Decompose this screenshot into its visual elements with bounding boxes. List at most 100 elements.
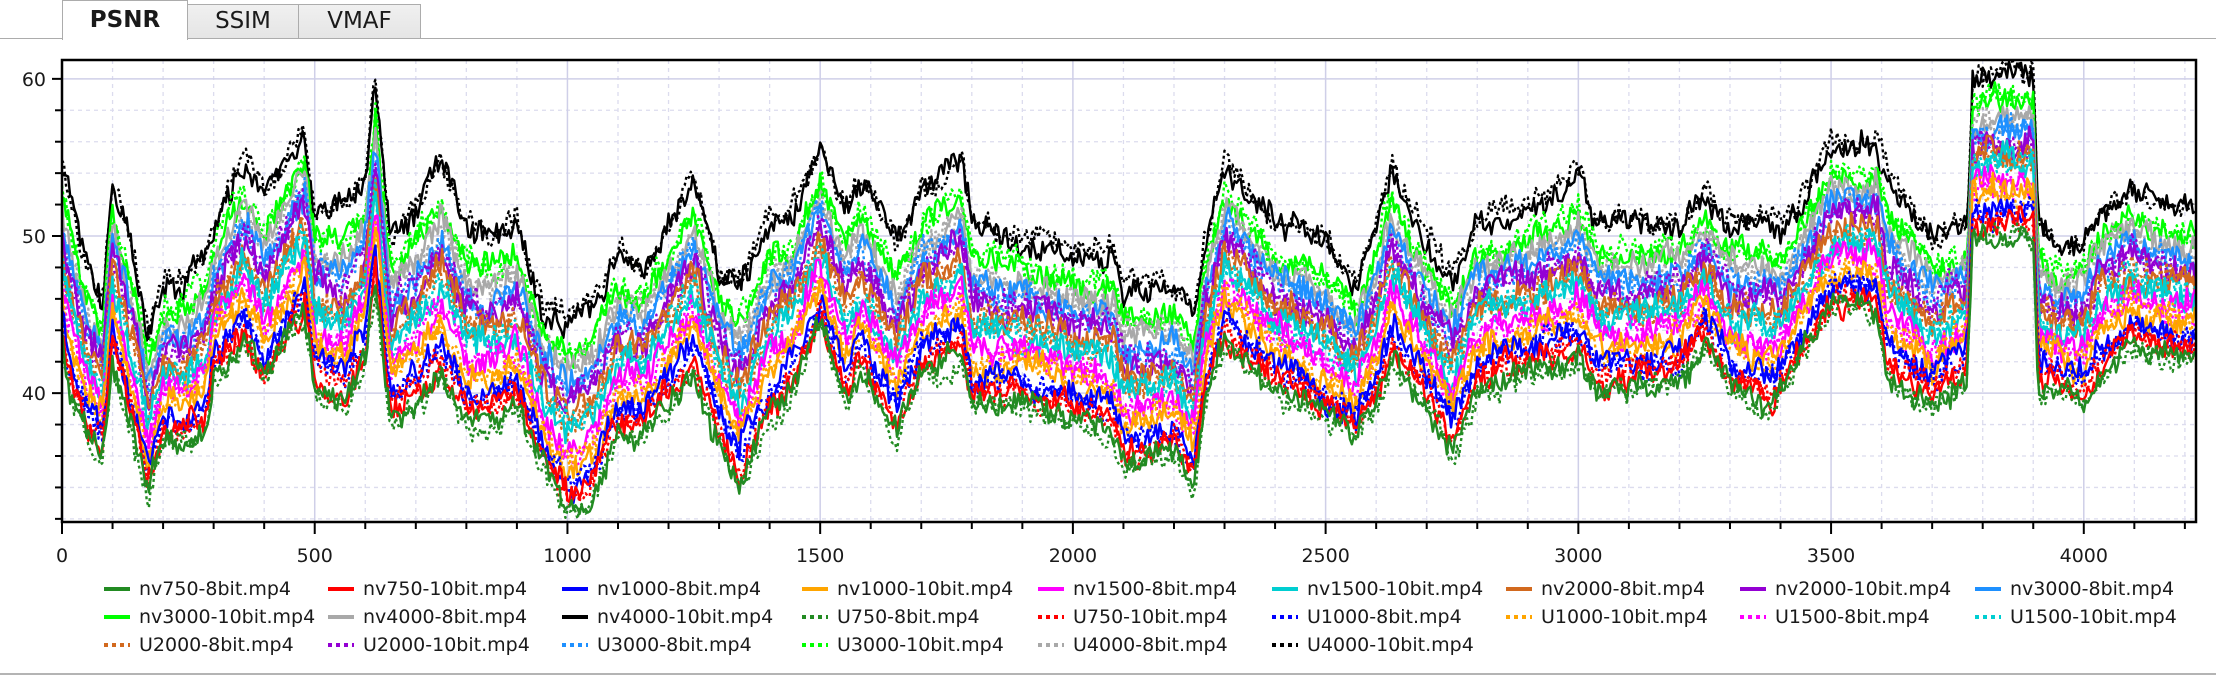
tab-vmaf[interactable]: VMAF bbox=[298, 4, 421, 39]
series-line-nv1500-10bit bbox=[60, 139, 2197, 445]
legend-item[interactable]: nv750-8bit.mp4 bbox=[104, 576, 291, 602]
metric-tabstrip: PSNR SSIM VMAF bbox=[0, 0, 2216, 40]
legend-swatch bbox=[104, 643, 130, 647]
legend-label: U3000-8bit.mp4 bbox=[597, 634, 752, 656]
x-tick-label: 1500 bbox=[796, 545, 844, 567]
legend-item[interactable]: U4000-10bit.mp4 bbox=[1272, 632, 1474, 658]
series-line-nv4000-8bit bbox=[60, 105, 2197, 382]
legend-item[interactable]: U1500-10bit.mp4 bbox=[1975, 604, 2177, 630]
legend-label: nv2000-8bit.mp4 bbox=[1541, 578, 1706, 600]
legend-item[interactable]: nv1500-10bit.mp4 bbox=[1272, 576, 1483, 602]
legend-swatch bbox=[104, 615, 130, 619]
y-tick-label: 50 bbox=[22, 226, 46, 248]
legend-label: nv3000-10bit.mp4 bbox=[139, 606, 316, 628]
legend-swatch bbox=[1272, 587, 1298, 591]
legend-swatch bbox=[802, 643, 828, 647]
legend-label: nv1000-8bit.mp4 bbox=[597, 578, 762, 600]
legend-label: nv2000-10bit.mp4 bbox=[1775, 578, 1952, 600]
legend-swatch bbox=[1975, 615, 2001, 619]
series-line-nv1500-8bit bbox=[60, 163, 2197, 460]
x-tick-label: 2500 bbox=[1301, 545, 1349, 567]
x-tick-label: 3000 bbox=[1554, 545, 1602, 567]
legend-label: nv1000-10bit.mp4 bbox=[837, 578, 1014, 600]
series-line-nv4000-10bit bbox=[61, 60, 2196, 342]
x-tick-label: 2000 bbox=[1049, 545, 1097, 567]
legend-item[interactable]: U750-10bit.mp4 bbox=[1038, 604, 1228, 630]
legend-swatch bbox=[1038, 643, 1064, 647]
legend-swatch bbox=[1272, 643, 1298, 647]
legend-label: U4000-8bit.mp4 bbox=[1073, 634, 1228, 656]
x-tick-label: 3500 bbox=[1807, 545, 1855, 567]
legend-label: U750-8bit.mp4 bbox=[837, 606, 980, 628]
legend-label: U2000-10bit.mp4 bbox=[363, 634, 530, 656]
chart-legend: nv750-8bit.mp4 nv750-10bit.mp4 nv1000-8bit… bbox=[0, 576, 2216, 666]
legend-label: nv750-8bit.mp4 bbox=[139, 578, 291, 600]
y-tick-label: 40 bbox=[22, 383, 46, 405]
y-axis: 40 50 60 bbox=[22, 69, 62, 520]
window-bottom-border bbox=[0, 673, 2216, 675]
legend-item[interactable]: nv2000-10bit.mp4 bbox=[1740, 576, 1951, 602]
legend-item[interactable]: nv1500-8bit.mp4 bbox=[1038, 576, 1237, 602]
x-tick-label: 500 bbox=[297, 545, 333, 567]
series-layer bbox=[60, 60, 2197, 521]
series-line-nv3000-8bit bbox=[61, 114, 2197, 395]
series-line-nv1000-8bit bbox=[60, 198, 2197, 505]
series-line-nv750-10bit bbox=[60, 205, 2196, 504]
legend-swatch bbox=[1975, 587, 2001, 591]
legend-item[interactable]: U1000-8bit.mp4 bbox=[1272, 604, 1462, 630]
legend-swatch bbox=[328, 643, 354, 647]
legend-item[interactable]: nv4000-8bit.mp4 bbox=[328, 604, 527, 630]
legend-swatch bbox=[328, 615, 354, 619]
legend-swatch bbox=[328, 587, 354, 591]
legend-item[interactable]: U750-8bit.mp4 bbox=[802, 604, 980, 630]
legend-swatch bbox=[562, 643, 588, 647]
legend-swatch bbox=[1038, 587, 1064, 591]
legend-item[interactable]: nv1000-8bit.mp4 bbox=[562, 576, 761, 602]
legend-label: nv4000-10bit.mp4 bbox=[597, 606, 774, 628]
x-tick-label: 1000 bbox=[543, 545, 591, 567]
legend-swatch bbox=[104, 587, 130, 591]
legend-swatch bbox=[1272, 615, 1298, 619]
legend-item[interactable]: nv2000-8bit.mp4 bbox=[1506, 576, 1705, 602]
legend-item[interactable]: U3000-8bit.mp4 bbox=[562, 632, 752, 658]
legend-item[interactable]: nv1000-10bit.mp4 bbox=[802, 576, 1013, 602]
legend-label: nv750-10bit.mp4 bbox=[363, 578, 528, 600]
legend-item[interactable]: U1500-8bit.mp4 bbox=[1740, 604, 1930, 630]
legend-item[interactable]: nv3000-8bit.mp4 bbox=[1975, 576, 2174, 602]
tab-psnr[interactable]: PSNR bbox=[62, 0, 188, 40]
legend-swatch bbox=[1740, 615, 1766, 619]
legend-label: U2000-8bit.mp4 bbox=[139, 634, 294, 656]
legend-swatch bbox=[1506, 587, 1532, 591]
legend-item[interactable]: nv750-10bit.mp4 bbox=[328, 576, 527, 602]
legend-item[interactable]: U3000-10bit.mp4 bbox=[802, 632, 1004, 658]
tab-ssim[interactable]: SSIM bbox=[187, 4, 299, 39]
series-line-u1500-8bit bbox=[60, 170, 2196, 472]
legend-label: nv3000-8bit.mp4 bbox=[2010, 578, 2175, 600]
legend-swatch bbox=[802, 615, 828, 619]
legend-swatch bbox=[802, 587, 828, 591]
legend-label: U750-10bit.mp4 bbox=[1073, 606, 1228, 628]
x-tick-label: 4000 bbox=[2060, 545, 2108, 567]
legend-label: U3000-10bit.mp4 bbox=[837, 634, 1004, 656]
legend-item[interactable]: nv4000-10bit.mp4 bbox=[562, 604, 773, 630]
legend-item[interactable]: U2000-10bit.mp4 bbox=[328, 632, 530, 658]
legend-swatch bbox=[1038, 615, 1064, 619]
series-line-u750-8bit bbox=[60, 222, 2196, 521]
x-tick-label: 0 bbox=[56, 545, 68, 567]
legend-label: U1500-10bit.mp4 bbox=[2010, 606, 2177, 628]
legend-item[interactable]: U1000-10bit.mp4 bbox=[1506, 604, 1708, 630]
series-line-u4000-10bit bbox=[60, 60, 2196, 341]
legend-swatch bbox=[562, 587, 588, 591]
legend-label: nv1500-10bit.mp4 bbox=[1307, 578, 1484, 600]
series-line-u2000-10bit bbox=[60, 128, 2196, 412]
legend-swatch bbox=[1740, 587, 1766, 591]
legend-label: nv1500-8bit.mp4 bbox=[1073, 578, 1238, 600]
legend-swatch bbox=[1506, 615, 1532, 619]
legend-label: U1500-8bit.mp4 bbox=[1775, 606, 1930, 628]
series-line-nv1000-10bit bbox=[60, 171, 2197, 483]
legend-item[interactable]: nv3000-10bit.mp4 bbox=[104, 604, 315, 630]
legend-item[interactable]: U4000-8bit.mp4 bbox=[1038, 632, 1228, 658]
legend-item[interactable]: U2000-8bit.mp4 bbox=[104, 632, 294, 658]
legend-label: nv4000-8bit.mp4 bbox=[363, 606, 528, 628]
